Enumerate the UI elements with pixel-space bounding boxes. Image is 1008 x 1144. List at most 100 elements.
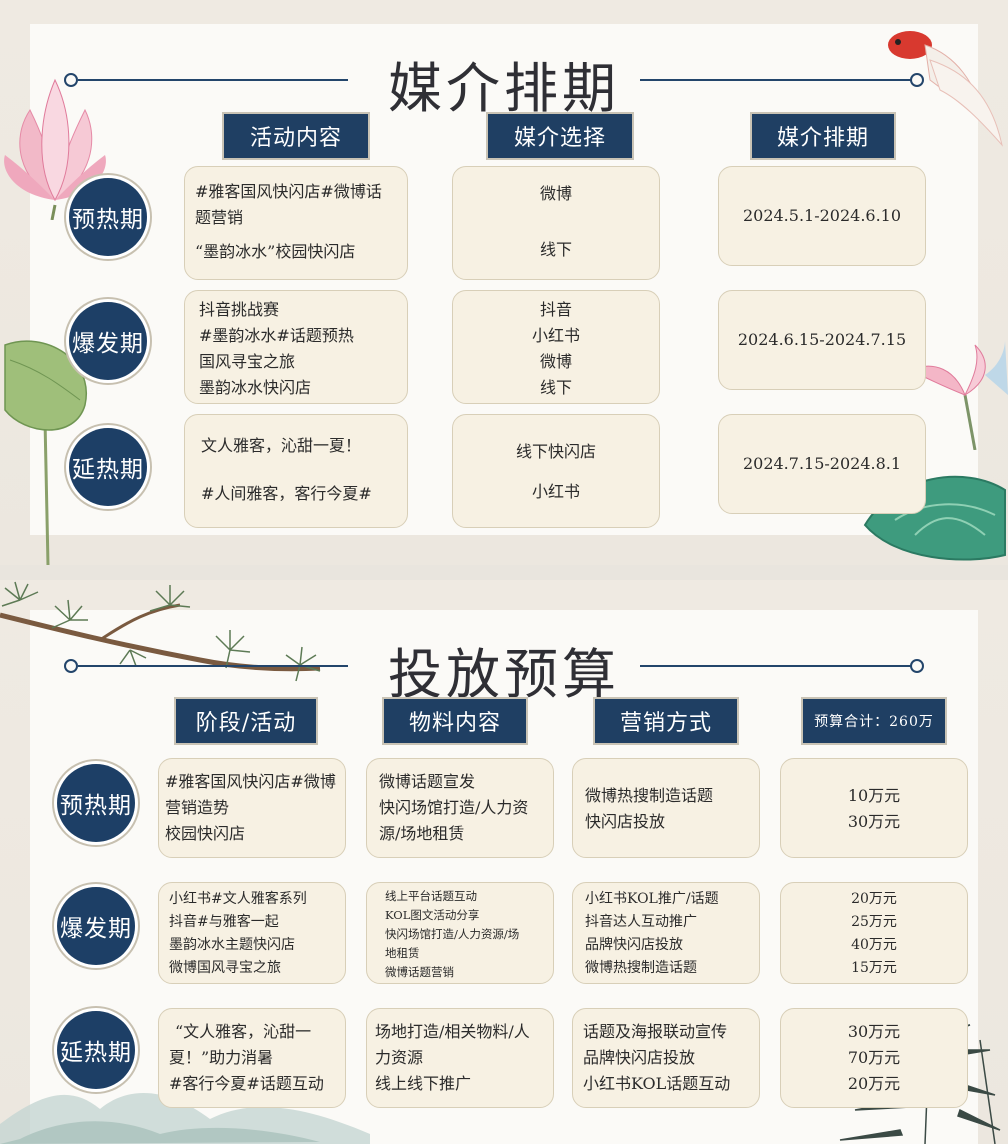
schedule-date: 2024.5.1-2024.6.10	[742, 206, 902, 225]
pine-branch-icon	[0, 581, 321, 682]
mountain-icon	[0, 1092, 370, 1144]
budget-line: 30万元	[847, 812, 901, 831]
title-rule-left	[78, 79, 348, 81]
media-line: 线下快闪店	[515, 442, 596, 461]
media-line: 抖音	[539, 300, 572, 319]
schedule-box: 2024.5.1-2024.6.10	[718, 166, 926, 266]
material-line: 地租赁	[385, 946, 420, 960]
goldfish-icon	[888, 31, 1003, 147]
media-box: 线下快闪店 小红书	[452, 414, 660, 528]
method-line: 微博热搜制造话题	[585, 786, 714, 805]
media-line: 微博	[539, 352, 572, 371]
material-line: 场地打造/相关物料/人	[375, 1022, 530, 1041]
budget-box: 30万元 70万元 20万元	[780, 1008, 968, 1108]
activity-line: 抖音#与雅客一起	[169, 914, 279, 930]
header-stage-activity: 阶段/活动	[178, 701, 314, 741]
rule-dot-left	[64, 659, 78, 673]
budget-line: 15万元	[851, 960, 897, 976]
activity-line: “文人雅客，沁甜一	[175, 1022, 312, 1041]
activity-box: 抖音挑战赛 #墨韵冰水#话题预热 国风寻宝之旅 墨韵冰水快闪店	[184, 290, 408, 404]
lotus-leaf-icon	[4, 340, 88, 565]
rule-dot-right	[910, 73, 924, 87]
activity-line: 小红书#文人雅客系列	[169, 891, 307, 907]
material-line: 微博话题宣发	[379, 772, 476, 791]
title-rule-left	[78, 665, 348, 667]
page-title: 媒介排期	[388, 57, 620, 120]
activity-line: 墨韵冰水主题快闪店	[169, 937, 295, 953]
media-schedule-slide: 媒介排期 活动内容 媒介选择 媒介排期 预热期 #雅客国风快闪店#微博话 题营销…	[0, 0, 1008, 565]
header-budget-total: 预算合计：260万	[805, 701, 943, 741]
budget-box: 20万元 25万元 40万元 15万元	[780, 882, 968, 984]
phase-outbreak: 爆发期	[57, 887, 135, 965]
activity-line: #客行今夏#话题互动	[169, 1074, 324, 1093]
budget-line: 70万元	[847, 1048, 901, 1067]
media-line: 线下	[539, 378, 572, 397]
budget-line: 40万元	[851, 937, 897, 953]
budget-line: 30万元	[847, 1022, 901, 1041]
budget-line: 25万元	[851, 914, 897, 930]
material-line: KOL图文活动分享	[385, 908, 480, 922]
rule-dot-right	[910, 659, 924, 673]
header-media-selection: 媒介选择	[490, 116, 630, 156]
activity-line: 国风寻宝之旅	[199, 352, 296, 371]
activity-line: 微博国风寻宝之旅	[169, 960, 281, 976]
activity-box: “文人雅客，沁甜一 夏！”助力消暑 #客行今夏#话题互动	[158, 1008, 346, 1108]
media-line: 微博	[539, 184, 572, 203]
material-line: 力资源	[375, 1048, 424, 1067]
media-line: 线下	[539, 240, 572, 259]
method-line: 小红书KOL话题互动	[583, 1074, 731, 1093]
method-line: 抖音达人互动推广	[585, 914, 697, 930]
schedule-date: 2024.7.15-2024.8.1	[742, 454, 902, 473]
rule-dot-left	[64, 73, 78, 87]
activity-line: 题营销	[195, 208, 244, 227]
material-line: 线上线下推广	[375, 1074, 472, 1093]
activity-line: #人间雅客，客行今夏#	[201, 484, 372, 503]
phase-preheat: 预热期	[69, 178, 147, 256]
activity-line: 营销造势	[165, 798, 230, 817]
media-line: 小红书	[531, 326, 580, 345]
method-line: 品牌快闪店投放	[585, 937, 683, 953]
budget-line: 20万元	[847, 1074, 901, 1093]
activity-line: 夏！”助力消暑	[169, 1048, 274, 1067]
activity-box: 小红书#文人雅客系列 抖音#与雅客一起 墨韵冰水主题快闪店 微博国风寻宝之旅	[158, 882, 346, 984]
activity-line: #雅客国风快闪店#微博	[165, 772, 336, 791]
activity-line: 墨韵冰水快闪店	[199, 378, 312, 397]
method-box: 话题及海报联动宣传 品牌快闪店投放 小红书KOL话题互动	[572, 1008, 760, 1108]
activity-box: #雅客国风快闪店#微博话 题营销 “墨韵冰水”校园快闪店	[184, 166, 408, 280]
material-line: 微博话题营销	[385, 965, 454, 979]
material-box: 微博话题宣发 快闪场馆打造/人力资 源/场地租赁	[366, 758, 554, 858]
activity-line: 抖音挑战赛	[199, 300, 280, 319]
material-line: 快闪场馆打造/人力资	[379, 798, 529, 817]
media-line: 小红书	[531, 482, 580, 501]
material-line: 快闪场馆打造/人力资源/场	[385, 927, 520, 941]
budget-slide: 投放预算 阶段/活动 物料内容 营销方式 预算合计：260万 预热期 #雅客国风…	[0, 580, 1008, 1144]
header-activity-content: 活动内容	[226, 116, 366, 156]
method-box: 微博热搜制造话题 快闪店投放	[572, 758, 760, 858]
media-box: 微博 线下	[452, 166, 660, 280]
material-box: 线上平台话题互动 KOL图文活动分享 快闪场馆打造/人力资源/场 地租赁 微博话…	[366, 882, 554, 984]
budget-box: 10万元 30万元	[780, 758, 968, 858]
budget-line: 10万元	[847, 786, 901, 805]
phase-extended: 延热期	[69, 428, 147, 506]
activity-line: “墨韵冰水”校园快闪店	[195, 242, 356, 261]
header-media-schedule: 媒介排期	[754, 116, 892, 156]
activity-box: 文人雅客，沁甜一夏！ #人间雅客，客行今夏#	[184, 414, 408, 528]
header-materials: 物料内容	[386, 701, 524, 741]
schedule-box: 2024.6.15-2024.7.15	[718, 290, 926, 390]
method-line: 品牌快闪店投放	[583, 1048, 696, 1067]
phase-extended: 延热期	[57, 1011, 135, 1089]
header-marketing-method: 营销方式	[597, 701, 735, 741]
title-rule-right	[640, 79, 912, 81]
lotus-flower-icon	[4, 78, 106, 220]
page-title: 投放预算	[388, 643, 620, 706]
material-box: 场地打造/相关物料/人 力资源 线上线下推广	[366, 1008, 554, 1108]
method-box: 小红书KOL推广/话题 抖音达人互动推广 品牌快闪店投放 微博热搜制造话题	[572, 882, 760, 984]
activity-line: #雅客国风快闪店#微博话	[195, 182, 382, 201]
method-line: 微博热搜制造话题	[585, 960, 697, 976]
material-line: 源/场地租赁	[379, 824, 465, 843]
method-line: 快闪店投放	[585, 812, 666, 831]
title-rule-right	[640, 665, 912, 667]
material-line: 线上平台话题互动	[385, 889, 477, 903]
media-box: 抖音 小红书 微博 线下	[452, 290, 660, 404]
activity-line: 文人雅客，沁甜一夏！	[201, 436, 362, 455]
